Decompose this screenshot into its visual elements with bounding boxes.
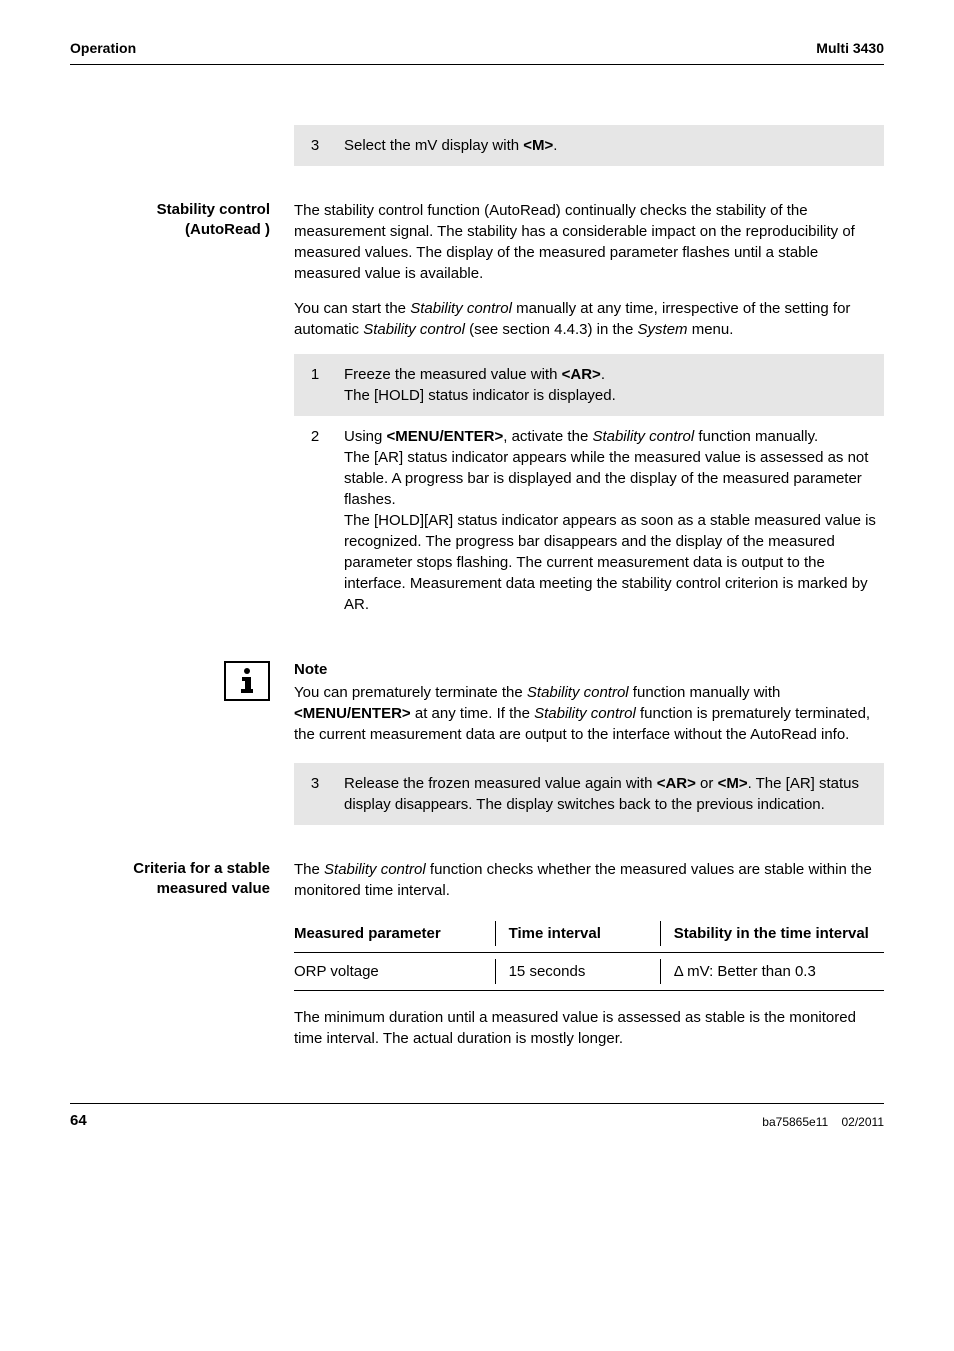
footer-right: ba75865e11 02/2011 [762,1115,884,1129]
step-num-2: 2 [294,416,336,625]
cp-em: Stability control [324,861,426,878]
criteria-block: Criteria for a stable measured value The… [70,859,884,1063]
step-num-1: 1 [294,354,336,416]
r2-key: <MENU/ENTER> [387,428,504,445]
heading-line1: Stability control [157,201,270,218]
stability-para2: You can start the Stability control manu… [294,298,884,340]
p2-em3: System [638,321,688,338]
bottom-step-block: 3 Release the frozen measured value agai… [70,763,884,841]
p2-mid2: (see section 4.4.3) in the [465,321,638,338]
stability-heading: Stability control (AutoRead ) [70,200,294,641]
p2-em1: Stability control [410,300,512,317]
r2-mid: , activate the [503,428,592,445]
info-icon [224,661,270,701]
step-row-3-bottom: 3 Release the frozen measured value agai… [294,763,884,825]
header-right: Multi 3430 [816,40,884,56]
step-row-1: 1 Freeze the measured value with <AR>. T… [294,354,884,416]
heading-line2: (AutoRead ) [185,221,270,238]
stability-para1: The stability control function (AutoRead… [294,200,884,284]
footer-date: 02/2011 [842,1115,885,1129]
criteria-text: The Stability control function checks wh… [294,859,884,1063]
note-icon-cell [70,659,294,701]
bottom-step-right: 3 Release the frozen measured value agai… [294,763,884,841]
stability-text: The stability control function (AutoRead… [294,200,884,641]
note-block: Note You can prematurely terminate the S… [70,659,884,745]
r2-post: function manually. [694,428,818,445]
note-em1: Stability control [527,684,629,701]
stability-block: Stability control (AutoRead ) The stabil… [70,200,884,641]
r1-pre: Freeze the measured value with [344,366,562,383]
info-icon-svg [236,667,258,695]
header-left: Operation [70,40,136,56]
param-h3: Stability in the time interval [660,915,884,953]
criteria-heading: Criteria for a stable measured value [70,859,294,1063]
criteria-para1: The Stability control function checks wh… [294,859,884,901]
param-h2: Time interval [495,915,660,953]
step-table-main: 1 Freeze the measured value with <AR>. T… [294,354,884,625]
r1-post: . [601,366,605,383]
param-c2: 15 seconds [495,953,660,991]
param-table: Measured parameter Time interval Stabili… [294,915,884,991]
r2-em: Stability control [592,428,694,445]
step-text: Select the mV display with <M>. [336,125,884,166]
r2-pre: Using [344,428,387,445]
text-post: . [553,137,557,154]
s3b-key2: <M> [718,775,748,792]
step-text-3b: Release the frozen measured value again … [336,763,884,825]
step-table-top: 3 Select the mV display with <M>. [294,125,884,166]
note-mid2: at any time. If the [411,705,534,722]
key-m: <M> [523,137,553,154]
note-label: Note [294,659,884,680]
criteria-h2: measured value [157,880,270,897]
empty-left [70,125,294,182]
step-num: 3 [294,125,336,166]
s3b-key1: <AR> [657,775,696,792]
param-header-row: Measured parameter Time interval Stabili… [294,915,884,953]
s3b-mid: or [696,775,718,792]
p2-post: menu. [688,321,734,338]
step-text-2: Using <MENU/ENTER>, activate the Stabili… [336,416,884,625]
param-h1: Measured parameter [294,915,495,953]
r1-line2: The [HOLD] status indicator is displayed… [344,387,616,404]
page-header: Operation Multi 3430 [70,40,884,65]
note-pre: You can prematurely terminate the [294,684,527,701]
text-pre: Select the mV display with [344,137,523,154]
p2-pre: You can start the [294,300,410,317]
footer-page: 64 [70,1112,87,1129]
param-c3: Δ mV: Better than 0.3 [660,953,884,991]
note-mid1: function manually with [629,684,781,701]
top-step-block: 3 Select the mV display with <M>. [70,125,884,182]
page-container: Operation Multi 3430 3 Select the mV dis… [0,0,954,1159]
cp-pre: The [294,861,324,878]
p2-em2: Stability control [363,321,465,338]
step-row-3-top: 3 Select the mV display with <M>. [294,125,884,166]
empty-left-2 [70,763,294,841]
step-table-bottom: 3 Release the frozen measured value agai… [294,763,884,825]
step-row-2: 2 Using <MENU/ENTER>, activate the Stabi… [294,416,884,625]
note-em2: Stability control [534,705,636,722]
footer-doc: ba75865e11 [762,1115,828,1129]
r2-line3: The [HOLD][AR] status indicator appears … [344,512,876,613]
r2-line2: The [AR] status indicator appears while … [344,449,868,508]
page-footer: 64 ba75865e11 02/2011 [70,1103,884,1129]
r1-key: <AR> [562,366,601,383]
criteria-para2: The minimum duration until a measured va… [294,1007,884,1049]
s3b-pre: Release the frozen measured value again … [344,775,657,792]
param-c1: ORP voltage [294,953,495,991]
note-text: Note You can prematurely terminate the S… [294,659,884,745]
note-key: <MENU/ENTER> [294,705,411,722]
criteria-h1: Criteria for a stable [133,860,270,877]
step-num-3b: 3 [294,763,336,825]
param-row-1: ORP voltage 15 seconds Δ mV: Better than… [294,953,884,991]
step-text-1: Freeze the measured value with <AR>. The… [336,354,884,416]
top-step-right: 3 Select the mV display with <M>. [294,125,884,182]
